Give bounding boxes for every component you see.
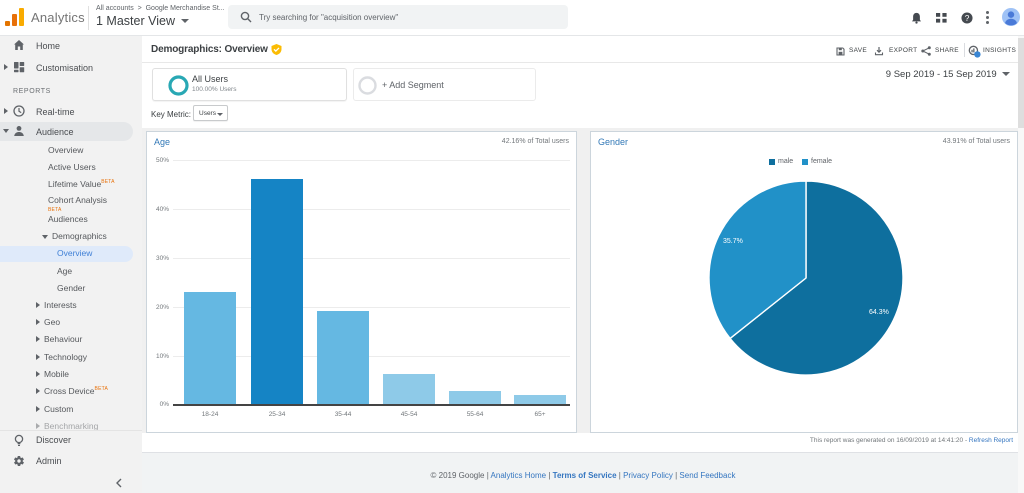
svg-text:?: ?	[965, 13, 970, 23]
